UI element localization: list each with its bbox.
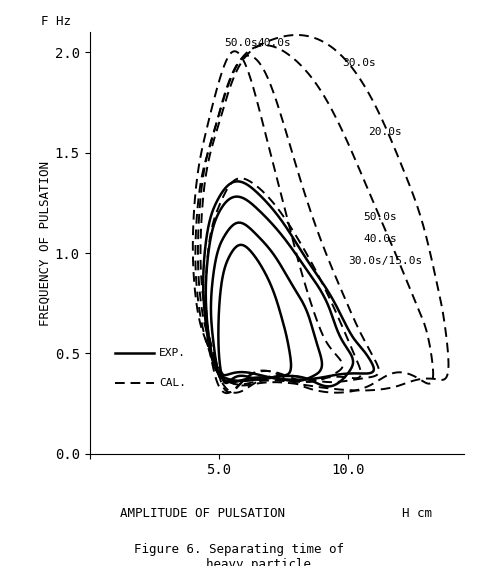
Text: 20.0s: 20.0s [368,127,402,137]
Text: 50.0s: 50.0s [363,212,397,222]
Text: 40.0s: 40.0s [257,38,291,49]
Text: F Hz: F Hz [41,15,71,28]
Y-axis label: FREQUENCY OF PULSATION: FREQUENCY OF PULSATION [39,161,52,325]
Text: 50.0s: 50.0s [224,38,258,49]
Text: EXP.: EXP. [160,349,186,358]
Text: Figure 6. Separating time of
      heavy particle.: Figure 6. Separating time of heavy parti… [135,543,344,566]
Text: 40.0s: 40.0s [363,234,397,244]
Text: H cm: H cm [402,507,433,520]
Text: 30.0s/15.0s: 30.0s/15.0s [348,256,422,266]
Text: AMPLITUDE OF PULSATION: AMPLITUDE OF PULSATION [120,507,285,520]
Text: 30.0s: 30.0s [342,58,376,68]
Text: CAL.: CAL. [160,379,186,388]
